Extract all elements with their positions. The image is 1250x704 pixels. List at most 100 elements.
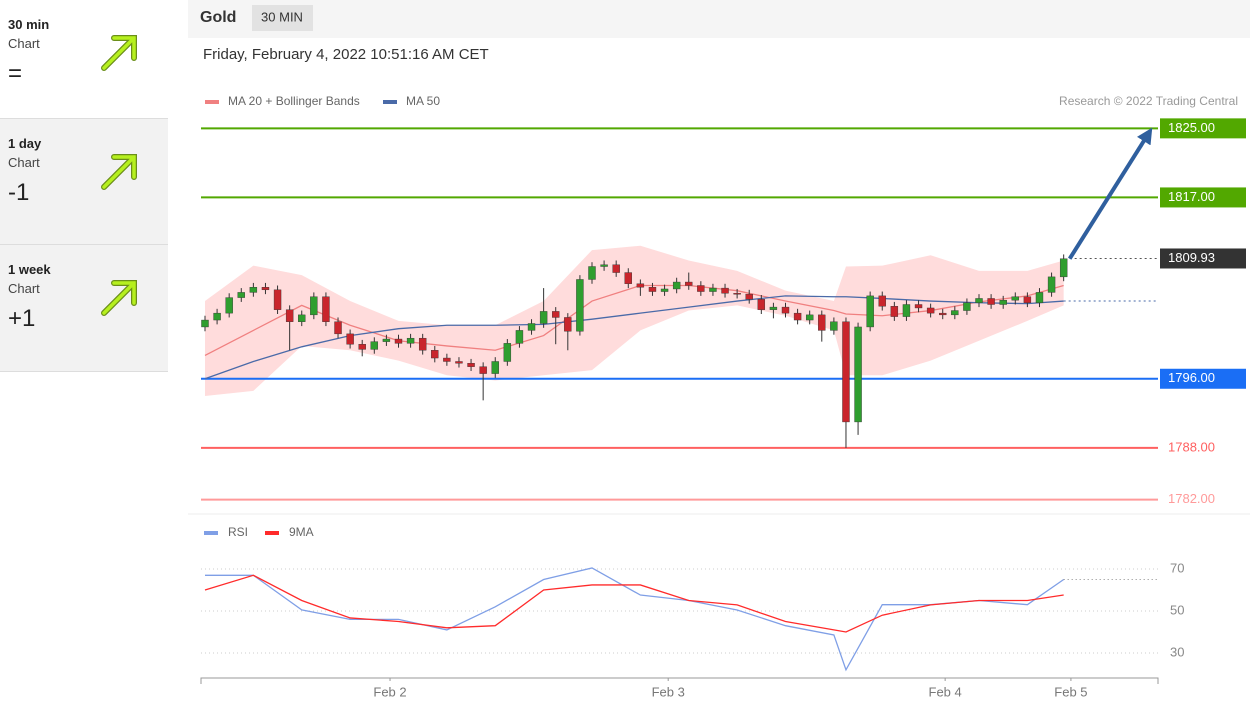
level-label: 1782.00 xyxy=(1168,491,1215,506)
candle-body xyxy=(225,297,233,314)
level-tag xyxy=(1160,187,1246,208)
candle-body xyxy=(963,302,971,311)
timeframe[interactable]: 30 MIN xyxy=(261,9,303,24)
arrow-up-right xyxy=(102,36,136,70)
candle-body xyxy=(455,361,463,364)
candle-body xyxy=(805,314,814,321)
candle-body xyxy=(600,264,608,267)
legend-swatch xyxy=(383,100,397,104)
candle-body xyxy=(733,293,741,295)
timestamp: Friday, February 4, 2022 10:51:16 AM CET xyxy=(203,46,489,63)
kind: Chart xyxy=(8,155,40,170)
candle-body xyxy=(479,366,487,374)
level-label: 1817.00 xyxy=(1168,189,1215,204)
candle-body xyxy=(1047,276,1056,293)
candle-body xyxy=(624,272,632,284)
candle-body xyxy=(249,287,258,293)
candle-body xyxy=(322,296,330,322)
candle-body xyxy=(890,306,899,317)
trend-icon xyxy=(101,280,137,316)
legend-label: MA 20 + Bollinger Bands xyxy=(228,94,360,108)
candle-body xyxy=(854,326,862,423)
credit: Research © 2022 Trading Central xyxy=(1059,94,1238,108)
y-tick-label: 50 xyxy=(1170,602,1184,617)
x-tick-label: Feb 4 xyxy=(929,684,962,699)
candle-body xyxy=(298,314,306,322)
kind: Chart xyxy=(8,36,40,51)
trend-icon xyxy=(101,35,137,71)
candle-body xyxy=(1059,258,1068,278)
candle-body xyxy=(697,285,705,292)
candle-body xyxy=(576,279,584,332)
candle-body xyxy=(431,350,439,359)
candle-body xyxy=(672,281,681,290)
level-tag xyxy=(1160,118,1246,139)
candle-body xyxy=(394,338,403,344)
signal: +1 xyxy=(8,305,36,332)
trend-icon xyxy=(101,154,137,190)
arrow-up-right xyxy=(102,155,136,189)
candle-body xyxy=(648,287,657,292)
candle-body xyxy=(1023,296,1032,303)
candle-body xyxy=(503,343,512,362)
candle-body xyxy=(781,306,790,314)
candle-body xyxy=(926,307,935,314)
candle-body xyxy=(709,287,717,292)
candle-body xyxy=(878,295,886,307)
rsi-line xyxy=(204,574,1064,633)
candle-body xyxy=(999,299,1007,305)
candle-body xyxy=(939,312,947,316)
candle-body xyxy=(334,321,342,335)
candle-body xyxy=(491,361,499,374)
rsi-line xyxy=(204,567,1065,672)
signal: -1 xyxy=(8,179,30,206)
candle-body xyxy=(273,289,282,310)
signal-item[interactable]: 1 day Chart -1 xyxy=(0,119,168,245)
period: 30 min xyxy=(8,17,50,32)
level-label: 1809.93 xyxy=(1168,250,1215,265)
signal-item[interactable]: 30 min Chart = xyxy=(0,0,168,119)
kind: Chart xyxy=(8,281,40,296)
candle-body xyxy=(285,309,294,322)
period: 1 day xyxy=(8,136,42,151)
legend-label: 9MA xyxy=(289,525,314,539)
candle-body xyxy=(757,299,766,310)
level-tag xyxy=(1160,248,1246,269)
level-label: 1788.00 xyxy=(1168,439,1215,454)
candle-body xyxy=(443,357,451,362)
x-tick-label: Feb 5 xyxy=(1054,684,1087,699)
candle-body xyxy=(552,311,560,318)
instrument: Gold xyxy=(200,9,236,26)
candle-body xyxy=(418,337,427,351)
candle-body xyxy=(866,295,874,328)
candle-body xyxy=(745,293,753,300)
candle-body xyxy=(237,292,245,298)
candle-body xyxy=(830,321,838,331)
candle-body xyxy=(406,337,415,344)
level-tag xyxy=(1160,368,1246,389)
candle-body xyxy=(467,363,475,367)
legend-swatch xyxy=(204,531,218,535)
y-tick-label: 70 xyxy=(1170,560,1184,575)
target-arrow xyxy=(1067,127,1153,260)
header-bar xyxy=(188,0,1250,38)
timeframe-chip[interactable] xyxy=(252,5,313,31)
candle-body xyxy=(310,296,318,316)
legend-swatch xyxy=(265,531,279,535)
candle-body xyxy=(951,310,959,316)
candle-body xyxy=(201,319,209,328)
candle-body xyxy=(975,298,983,303)
candle-body xyxy=(1011,296,1019,301)
arrow-up-right xyxy=(102,281,136,315)
signal-item[interactable]: 1 week Chart +1 xyxy=(0,245,168,372)
candle-body xyxy=(382,338,391,342)
candle-body xyxy=(721,287,729,294)
candle-body xyxy=(685,281,693,286)
x-tick-label: Feb 3 xyxy=(652,684,685,699)
candle-body xyxy=(612,264,620,273)
signal: = xyxy=(8,60,23,87)
moving-average xyxy=(204,295,1064,380)
candle-body xyxy=(515,330,524,344)
level-label: 1825.00 xyxy=(1168,120,1215,135)
